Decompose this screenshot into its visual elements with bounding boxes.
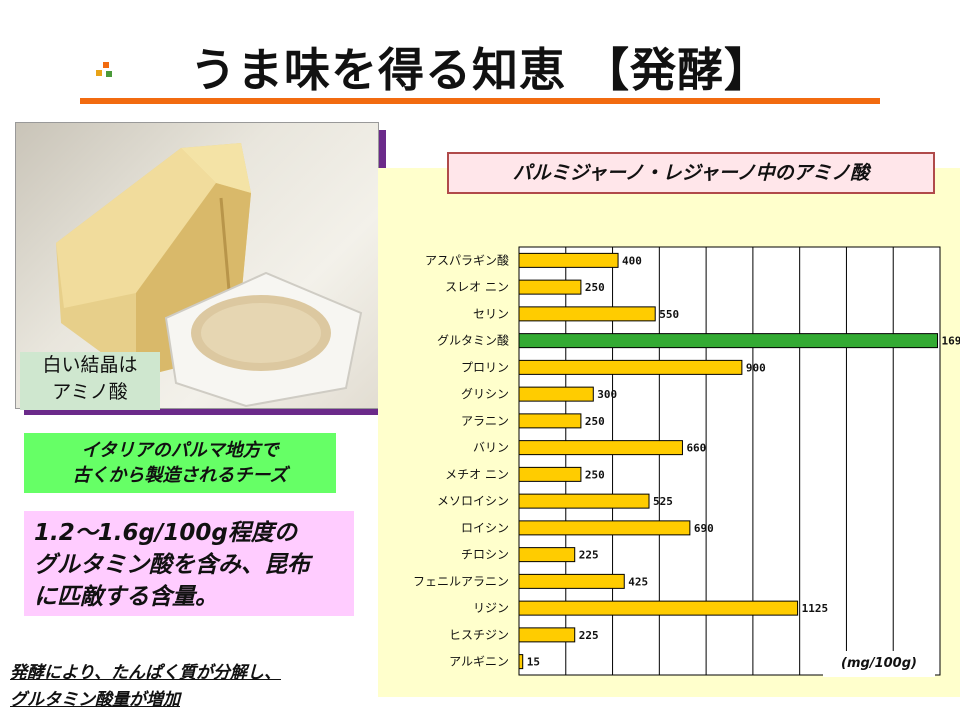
bar xyxy=(518,600,799,616)
bar xyxy=(518,252,619,268)
category-label: メチオ ニン xyxy=(445,467,509,481)
bar xyxy=(518,627,576,643)
category-label: グリシン xyxy=(461,387,509,401)
glutamate-line2: グルタミン酸を含み、昆布 xyxy=(34,552,310,578)
glutamate-note: 1.2～1.6g/100g程度の グルタミン酸を含み、昆布 に匹敵する含量。 xyxy=(24,511,354,616)
data-label: 690 xyxy=(694,522,714,535)
photo-caption-line2: アミノ酸 xyxy=(52,381,128,403)
photo-caption: 白い結晶は アミノ酸 xyxy=(20,352,160,410)
bar xyxy=(518,359,743,375)
cheese-desc-line1: イタリアのパルマ地方で xyxy=(81,440,279,461)
bar xyxy=(518,547,576,563)
title-underline xyxy=(80,98,880,104)
chart-labels: 400 アスパラギン酸 250 スレオ ニン 550 セリン 1690 グルタミン酸 900 プロ… xyxy=(413,252,960,668)
footer-line2: グルタミン酸量が増加 xyxy=(10,690,180,710)
bar xyxy=(518,306,656,322)
bar xyxy=(518,493,650,509)
bar xyxy=(518,573,625,589)
cheese-description: イタリアのパルマ地方で 古くから製造されるチーズ xyxy=(24,433,336,493)
data-label: 425 xyxy=(628,575,648,588)
cheese-photo xyxy=(15,122,379,409)
category-label: バリン xyxy=(473,441,509,455)
chart-title: パルミジャーノ・レジャーノ中のアミノ酸 xyxy=(447,152,935,194)
bar xyxy=(518,440,683,456)
category-label: グルタミン酸 xyxy=(437,333,509,348)
data-label: 660 xyxy=(686,442,706,455)
cheese-desc-line2: 古くから製造されるチーズ xyxy=(72,465,288,486)
bar xyxy=(518,333,939,349)
data-label: 900 xyxy=(746,361,766,374)
category-label: スレオ ニン xyxy=(445,280,509,294)
bar xyxy=(518,466,582,482)
glutamate-line1: 1.2～1.6g/100g程度の xyxy=(34,520,297,546)
data-label: 550 xyxy=(659,308,679,321)
cheese-illustration xyxy=(56,143,363,408)
bar xyxy=(518,279,582,295)
bar xyxy=(518,654,524,670)
photo-caption-line1: 白い結晶は xyxy=(42,354,138,376)
bar xyxy=(518,386,594,402)
data-label: 250 xyxy=(585,415,605,428)
data-label: 525 xyxy=(653,495,673,508)
slide-title: うま味を得る知恵 【発酵】 xyxy=(190,43,772,97)
data-label: 400 xyxy=(622,254,642,267)
category-label: メソロイシン xyxy=(437,494,509,508)
bar xyxy=(518,413,582,429)
category-label: アルギニン xyxy=(449,655,509,669)
data-label: 250 xyxy=(585,281,605,294)
category-label: プロリン xyxy=(461,360,509,374)
category-label: リジン xyxy=(473,601,509,615)
data-label: 225 xyxy=(579,549,599,562)
data-label: 1690 xyxy=(942,335,960,348)
fermentation-note: 発酵により、たんぱく質が分解し、 グルタミン酸量が増加 xyxy=(10,660,281,714)
data-label: 250 xyxy=(585,468,605,481)
data-label: 300 xyxy=(597,388,617,401)
bar xyxy=(518,520,691,536)
category-label: ヒスチジン xyxy=(449,628,509,642)
bullet-squares-icon xyxy=(96,62,118,80)
footer-line1: 発酵により、たんぱく質が分解し、 xyxy=(10,663,281,683)
chart-unit: (mg/100g) xyxy=(823,651,935,677)
category-label: ロイシン xyxy=(461,521,509,535)
chart-bars xyxy=(518,252,939,670)
glutamate-line3: に匹敵する含量。 xyxy=(34,584,218,610)
category-label: セリン xyxy=(473,307,509,321)
category-label: アスパラギン酸 xyxy=(425,252,509,267)
data-label: 225 xyxy=(579,629,599,642)
category-label: チロシン xyxy=(461,548,509,562)
category-label: アラニン xyxy=(461,414,509,428)
data-label: 15 xyxy=(527,656,540,669)
data-label: 1125 xyxy=(802,602,829,615)
category-label: フェニルアラニン xyxy=(413,574,509,588)
